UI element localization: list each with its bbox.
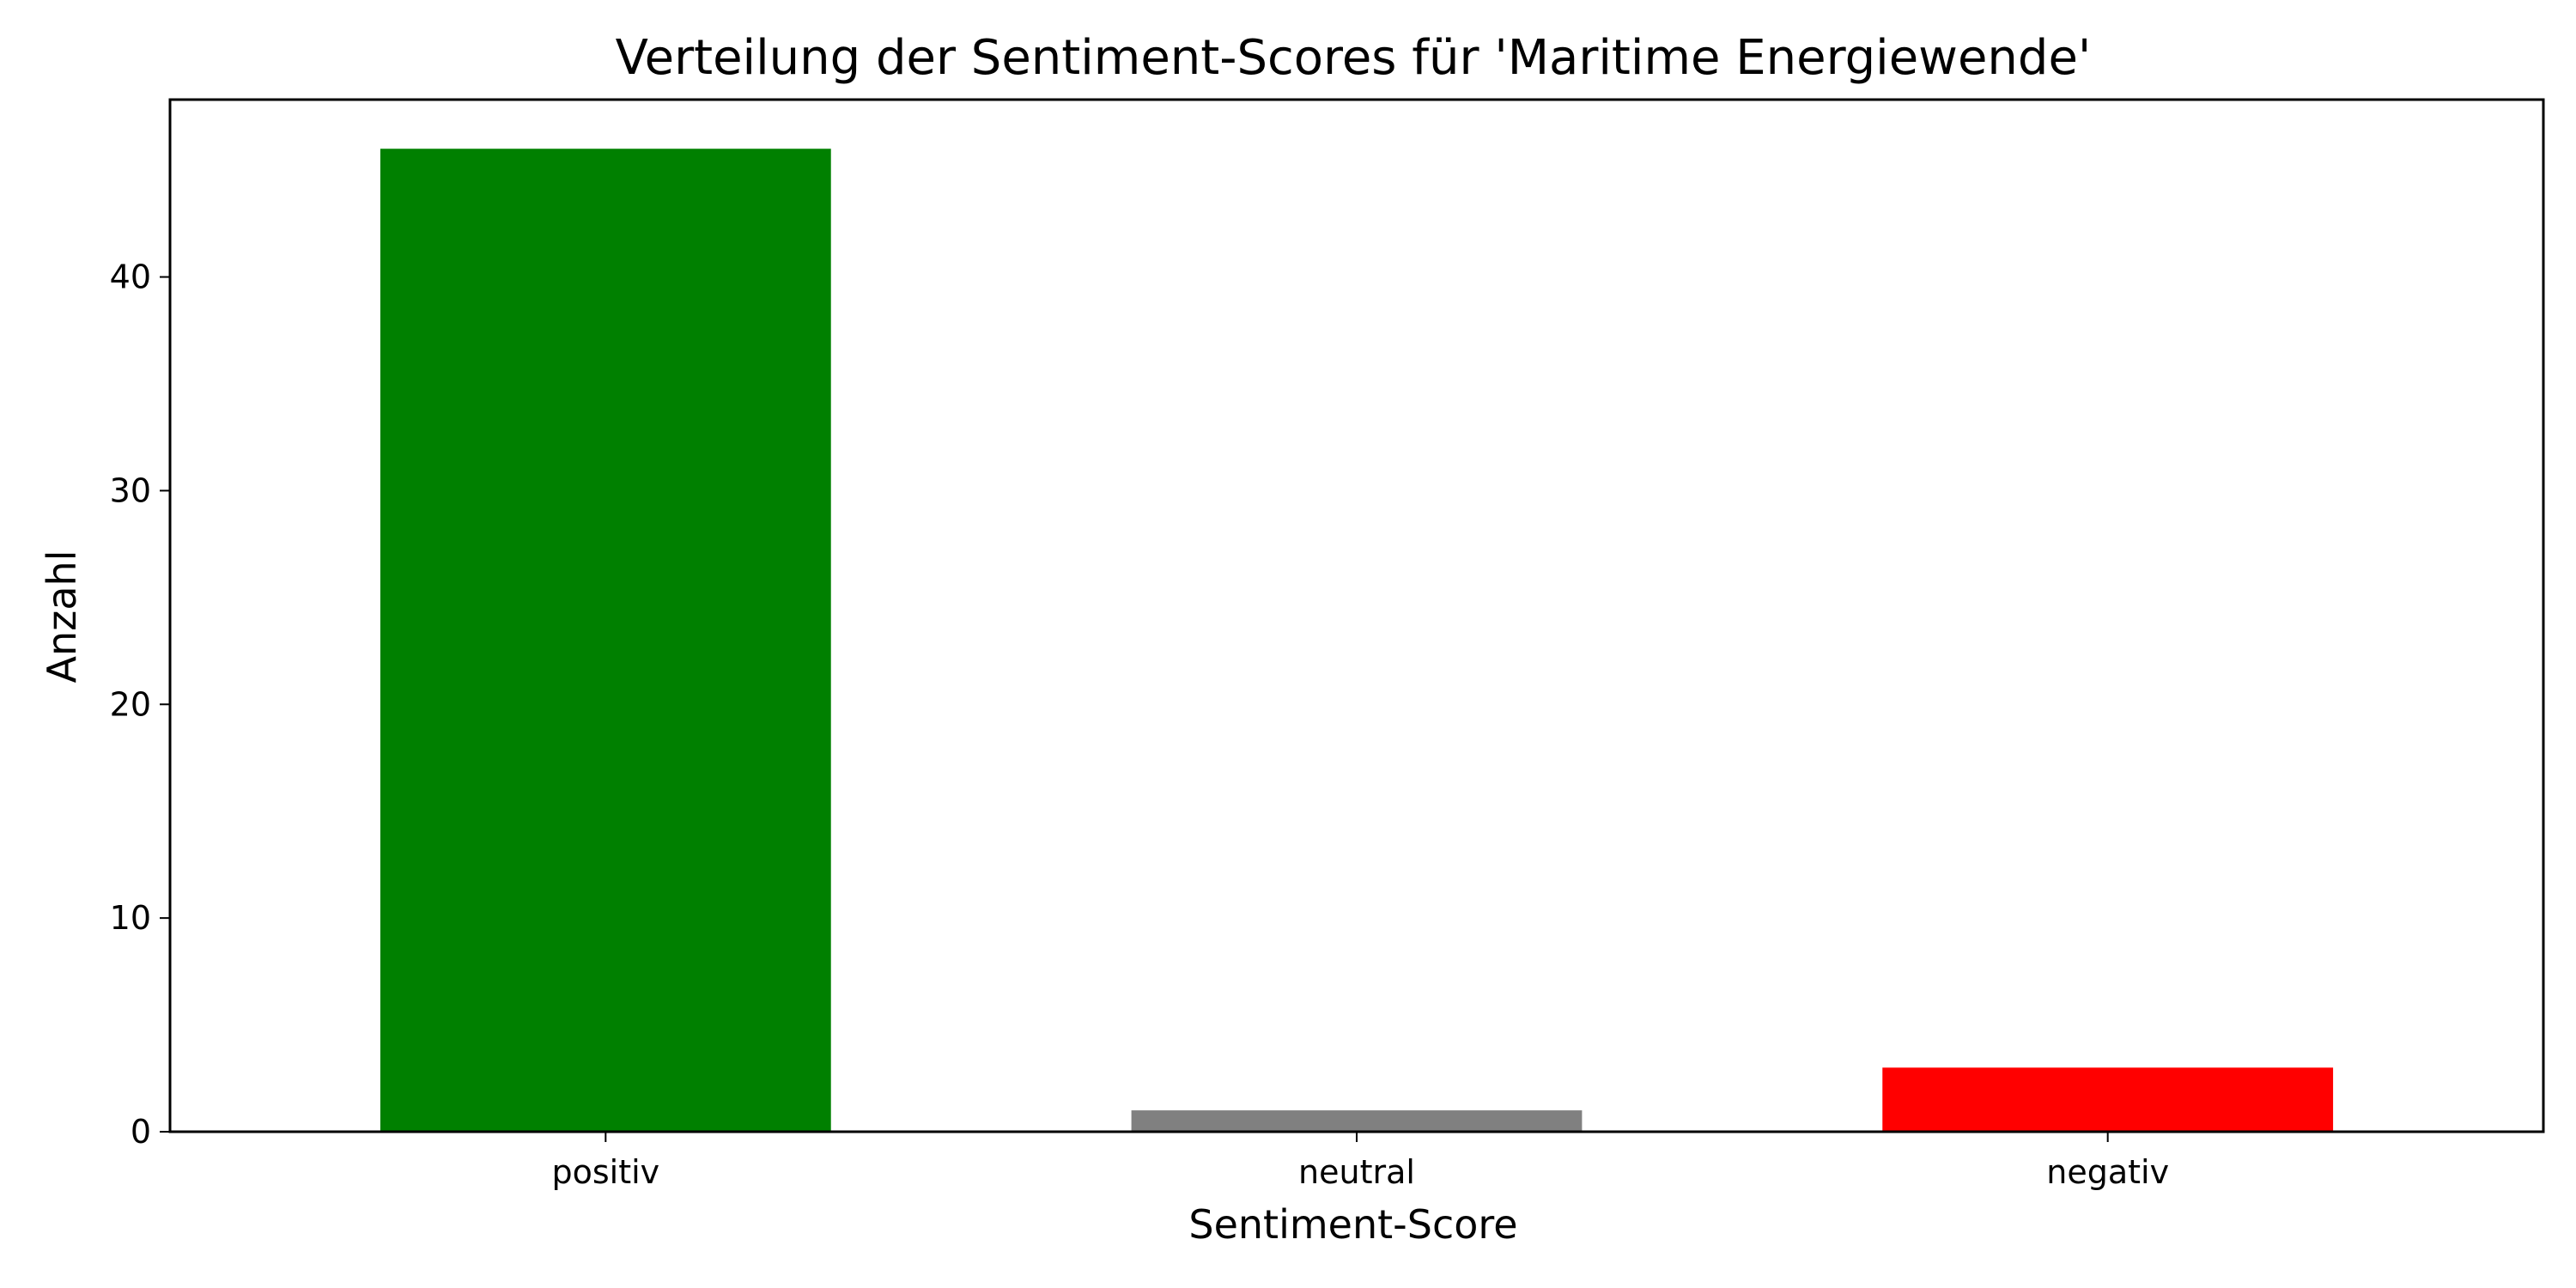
y-axis-ticks: 0 10 20 30 40 bbox=[110, 258, 170, 1151]
y-tick-label: 40 bbox=[110, 258, 151, 296]
y-axis-label: Anzahl bbox=[39, 550, 85, 683]
y-tick-label: 10 bbox=[110, 899, 151, 937]
x-tick-label: negativ bbox=[2046, 1153, 2169, 1191]
x-tick-label: neutral bbox=[1298, 1153, 1415, 1191]
x-axis-label: Sentiment-Score bbox=[1188, 1201, 1517, 1248]
bar-positiv bbox=[380, 149, 831, 1133]
y-tick-label: 30 bbox=[110, 471, 151, 509]
chart-title: Verteilung der Sentiment-Scores für 'Mar… bbox=[616, 30, 2092, 86]
bar-neutral bbox=[1131, 1110, 1583, 1132]
bar-negativ bbox=[1882, 1067, 2334, 1132]
y-tick-label: 20 bbox=[110, 685, 151, 723]
x-axis-ticks: positiv neutral negativ bbox=[551, 1132, 2169, 1191]
x-tick-label: positiv bbox=[551, 1153, 659, 1191]
bars bbox=[380, 149, 2334, 1133]
y-tick-label: 0 bbox=[131, 1113, 151, 1151]
